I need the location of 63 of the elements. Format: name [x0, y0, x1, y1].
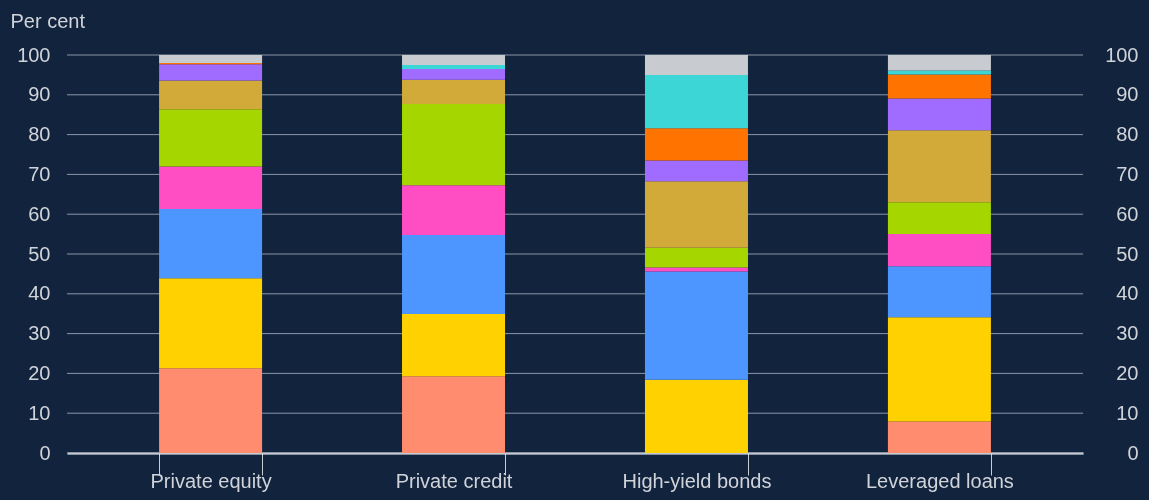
bar: [644, 267, 748, 272]
bar: [159, 80, 263, 110]
bar: [402, 68, 506, 80]
y2-tick-label: 90: [1116, 83, 1139, 106]
y-tick-label: 70: [28, 162, 51, 185]
y2-tick-label: 30: [1116, 322, 1139, 345]
x-tick-label: High-yield bonds: [622, 469, 772, 492]
bar: [644, 181, 748, 248]
x-tick-label: Private credit: [395, 469, 513, 492]
bar: [644, 247, 748, 268]
bar: [887, 421, 991, 453]
bar: [402, 234, 506, 315]
bar: [887, 202, 991, 235]
y2-tick-label: 80: [1116, 123, 1139, 146]
bar: [159, 64, 263, 81]
bar: [402, 79, 506, 104]
bar: [402, 314, 506, 377]
y2-tick-label: 100: [1105, 43, 1139, 66]
bar: [644, 74, 748, 129]
y-tick-label: 20: [28, 361, 51, 384]
bar: [644, 55, 748, 75]
bar: [159, 278, 263, 369]
bar: [887, 266, 991, 318]
bar: [159, 209, 263, 279]
y-tick-label: 40: [28, 282, 51, 305]
bar: [887, 317, 991, 422]
bar: [644, 271, 748, 380]
bar: [402, 376, 506, 453]
bar: [402, 55, 506, 65]
y-axis-title: Per cent: [10, 9, 86, 32]
y2-tick-label: 50: [1116, 242, 1139, 265]
bar: [159, 109, 263, 167]
y-tick-label: 50: [28, 242, 51, 265]
y-tick-label: 0: [39, 441, 51, 464]
bar: [644, 128, 748, 161]
y-tick-label: 60: [28, 202, 51, 225]
bar: [159, 368, 263, 453]
y2-tick-label: 10: [1116, 401, 1139, 424]
y-tick-label: 10: [28, 401, 51, 424]
bar: [402, 64, 506, 69]
y2-tick-label: 70: [1116, 162, 1139, 185]
y-tick-label: 30: [28, 322, 51, 345]
bar: [887, 74, 991, 99]
bar: [644, 379, 748, 453]
y2-tick-label: 60: [1116, 202, 1139, 225]
bar: [887, 98, 991, 131]
y-tick-label: 80: [28, 123, 51, 146]
y2-tick-label: 40: [1116, 282, 1139, 305]
bar: [887, 70, 991, 75]
bar: [159, 55, 263, 63]
bar: [402, 103, 506, 186]
y2-tick-label: 20: [1116, 361, 1139, 384]
bar: [887, 234, 991, 267]
y-tick-label: 90: [28, 83, 51, 106]
x-tick-label: Private equity: [150, 469, 272, 492]
bar: [159, 166, 263, 210]
bar: [644, 160, 748, 182]
bar: [402, 185, 506, 235]
bar: [887, 55, 991, 71]
x-tick-label: Leveraged loans: [865, 469, 1014, 492]
y-tick-label: 100: [17, 43, 51, 66]
y2-tick-label: 0: [1127, 441, 1139, 464]
bar: [887, 130, 991, 203]
